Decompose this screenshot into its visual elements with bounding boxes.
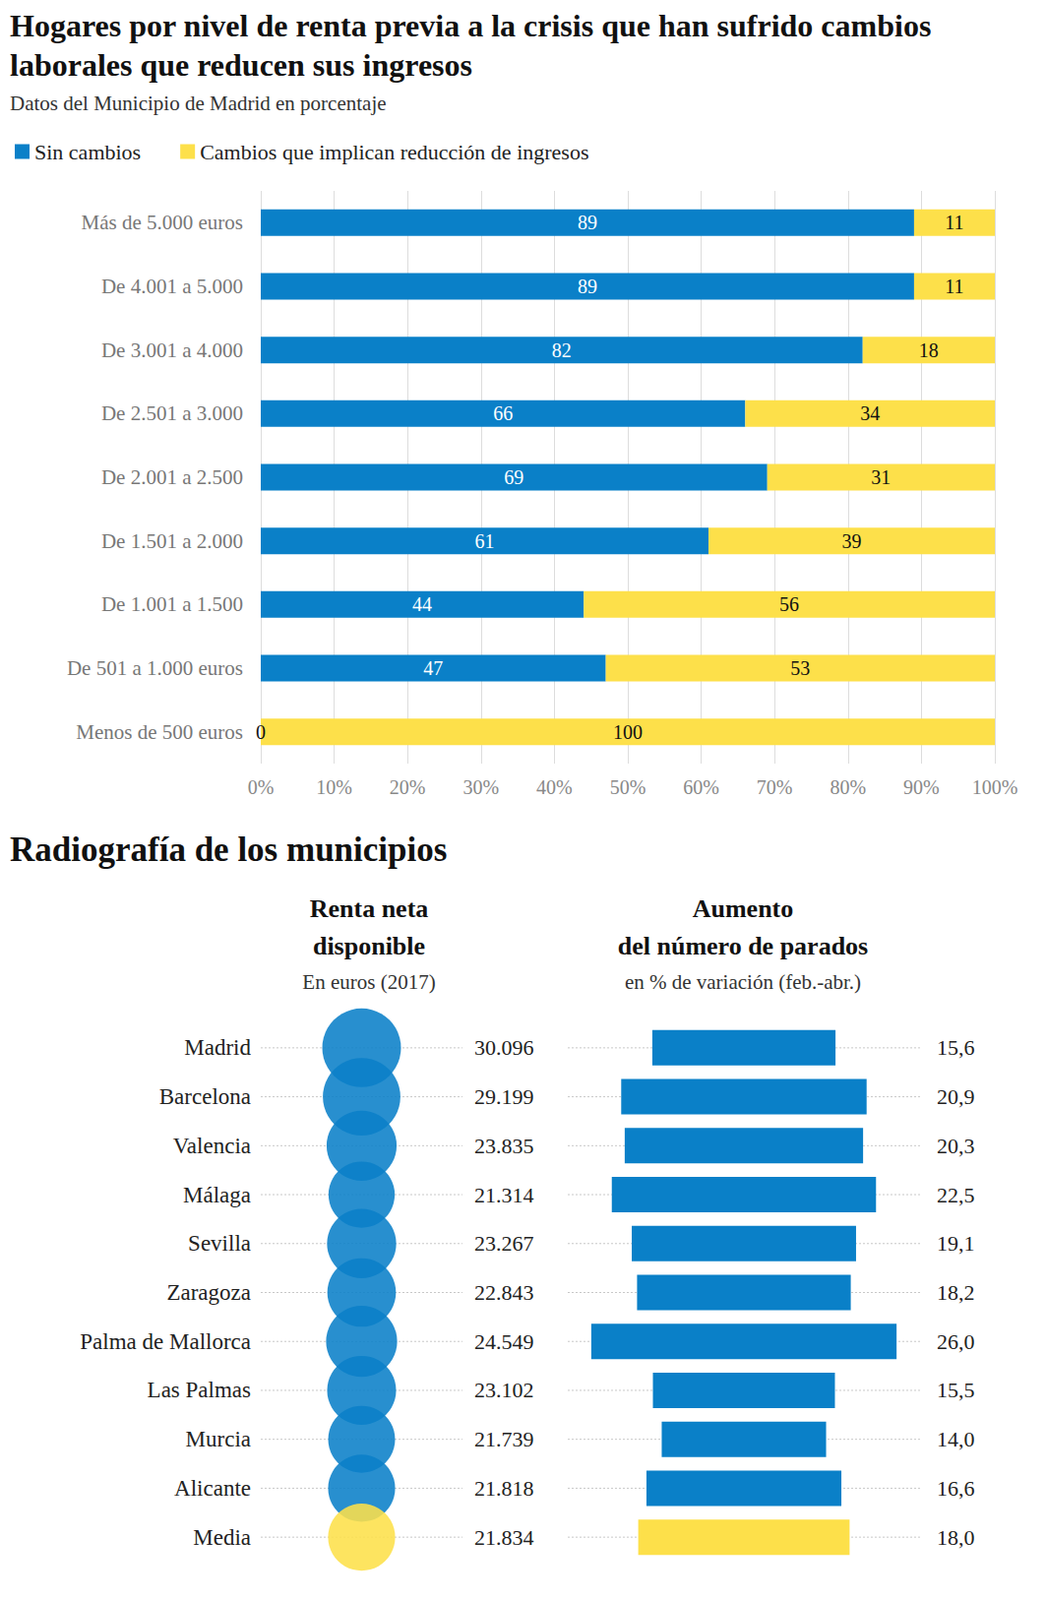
svg-text:10%: 10% — [315, 776, 353, 799]
svg-text:Hogares por nivel de renta pre: Hogares por nivel de renta previa a la c… — [9, 7, 939, 44]
svg-text:18,2: 18,2 — [936, 1280, 976, 1305]
svg-text:24.549: 24.549 — [474, 1329, 535, 1354]
svg-text:11: 11 — [944, 275, 964, 298]
svg-text:69: 69 — [503, 466, 524, 489]
svg-text:0: 0 — [255, 721, 266, 743]
svg-text:19,1: 19,1 — [936, 1230, 976, 1256]
svg-text:De 501 a 1.000 euros: De 501 a 1.000 euros — [66, 656, 244, 680]
svg-text:20,9: 20,9 — [936, 1084, 976, 1109]
svg-text:18,0: 18,0 — [936, 1525, 976, 1550]
svg-text:en % de variación (feb.-abr.): en % de variación (feb.-abr.) — [624, 970, 862, 994]
svg-text:44: 44 — [412, 593, 432, 616]
svg-text:De 2.001 a 2.500: De 2.001 a 2.500 — [101, 465, 244, 490]
svg-text:61: 61 — [475, 530, 495, 553]
svg-text:0%: 0% — [247, 776, 275, 799]
svg-text:30.096: 30.096 — [474, 1035, 535, 1060]
svg-text:100%: 100% — [972, 776, 1019, 799]
svg-text:16,6: 16,6 — [936, 1476, 976, 1501]
svg-text:Aumento: Aumento — [692, 894, 795, 923]
svg-text:De 1.001 a 1.500: De 1.001 a 1.500 — [101, 592, 244, 616]
svg-text:47: 47 — [423, 657, 443, 679]
svg-text:Palma de Mallorca: Palma de Mallorca — [79, 1329, 251, 1354]
svg-text:Menos de 500 euros: Menos de 500 euros — [75, 720, 244, 744]
svg-text:50%: 50% — [610, 776, 647, 799]
svg-text:Zaragoza: Zaragoza — [166, 1280, 251, 1305]
svg-text:En euros (2017): En euros (2017) — [302, 970, 435, 994]
svg-text:22,5: 22,5 — [936, 1182, 976, 1208]
svg-text:Cambios que implican reducción: Cambios que implican reducción de ingres… — [199, 139, 589, 165]
svg-text:26,0: 26,0 — [936, 1329, 976, 1354]
svg-text:11: 11 — [944, 211, 964, 234]
svg-text:100: 100 — [613, 721, 643, 743]
svg-text:Sin cambios: Sin cambios — [34, 139, 141, 165]
svg-text:Valencia: Valencia — [173, 1133, 251, 1159]
svg-text:21.818: 21.818 — [474, 1476, 535, 1501]
svg-text:20,3: 20,3 — [936, 1133, 976, 1159]
svg-text:82: 82 — [552, 339, 572, 362]
svg-text:14,0: 14,0 — [936, 1426, 976, 1452]
svg-text:31: 31 — [870, 466, 891, 489]
svg-text:del número de parados: del número de parados — [617, 931, 869, 961]
svg-text:23.102: 23.102 — [474, 1377, 535, 1403]
svg-text:21.739: 21.739 — [474, 1426, 535, 1452]
svg-text:Murcia: Murcia — [185, 1426, 251, 1452]
svg-text:70%: 70% — [756, 776, 794, 799]
svg-text:89: 89 — [577, 275, 598, 298]
svg-text:laborales que reducen sus ingr: laborales que reducen sus ingresos — [9, 47, 473, 83]
svg-text:90%: 90% — [903, 776, 940, 799]
svg-text:disponible: disponible — [312, 931, 426, 961]
svg-text:53: 53 — [790, 657, 810, 679]
svg-text:De 3.001 a 4.000: De 3.001 a 4.000 — [101, 338, 244, 363]
svg-text:29.199: 29.199 — [474, 1084, 535, 1109]
svg-text:De 1.501 a 2.000: De 1.501 a 2.000 — [101, 529, 244, 554]
svg-text:21.314: 21.314 — [474, 1182, 535, 1208]
svg-text:Datos del Municipio de Madrid: Datos del Municipio de Madrid en porcent… — [9, 91, 387, 116]
svg-text:Sevilla: Sevilla — [187, 1230, 251, 1256]
svg-text:23.835: 23.835 — [474, 1133, 535, 1159]
svg-text:Madrid: Madrid — [184, 1035, 251, 1060]
svg-text:15,6: 15,6 — [936, 1035, 976, 1060]
svg-text:Renta neta: Renta neta — [309, 894, 430, 923]
svg-text:Barcelona: Barcelona — [159, 1084, 251, 1109]
svg-text:18: 18 — [919, 339, 939, 362]
svg-text:Málaga: Málaga — [183, 1182, 251, 1208]
svg-text:89: 89 — [577, 211, 598, 234]
svg-text:22.843: 22.843 — [474, 1280, 535, 1305]
svg-text:De 4.001 a 5.000: De 4.001 a 5.000 — [101, 274, 244, 299]
svg-text:Media: Media — [192, 1525, 251, 1550]
svg-text:66: 66 — [492, 402, 513, 425]
svg-text:20%: 20% — [389, 776, 427, 799]
svg-text:34: 34 — [860, 402, 880, 425]
svg-text:30%: 30% — [462, 776, 499, 799]
svg-text:Las Palmas: Las Palmas — [147, 1377, 251, 1403]
svg-text:23.267: 23.267 — [474, 1230, 535, 1256]
svg-text:Radiografía de los municipios: Radiografía de los municipios — [9, 830, 447, 869]
svg-text:39: 39 — [842, 530, 862, 553]
svg-text:15,5: 15,5 — [936, 1377, 976, 1403]
svg-text:56: 56 — [779, 593, 800, 616]
svg-text:Alicante: Alicante — [174, 1476, 251, 1501]
svg-text:40%: 40% — [536, 776, 573, 799]
svg-text:21.834: 21.834 — [474, 1525, 535, 1550]
svg-text:60%: 60% — [682, 776, 720, 799]
svg-text:Más de 5.000 euros: Más de 5.000 euros — [81, 210, 244, 235]
svg-text:80%: 80% — [829, 776, 866, 799]
svg-text:De 2.501 a 3.000: De 2.501 a 3.000 — [101, 401, 244, 426]
